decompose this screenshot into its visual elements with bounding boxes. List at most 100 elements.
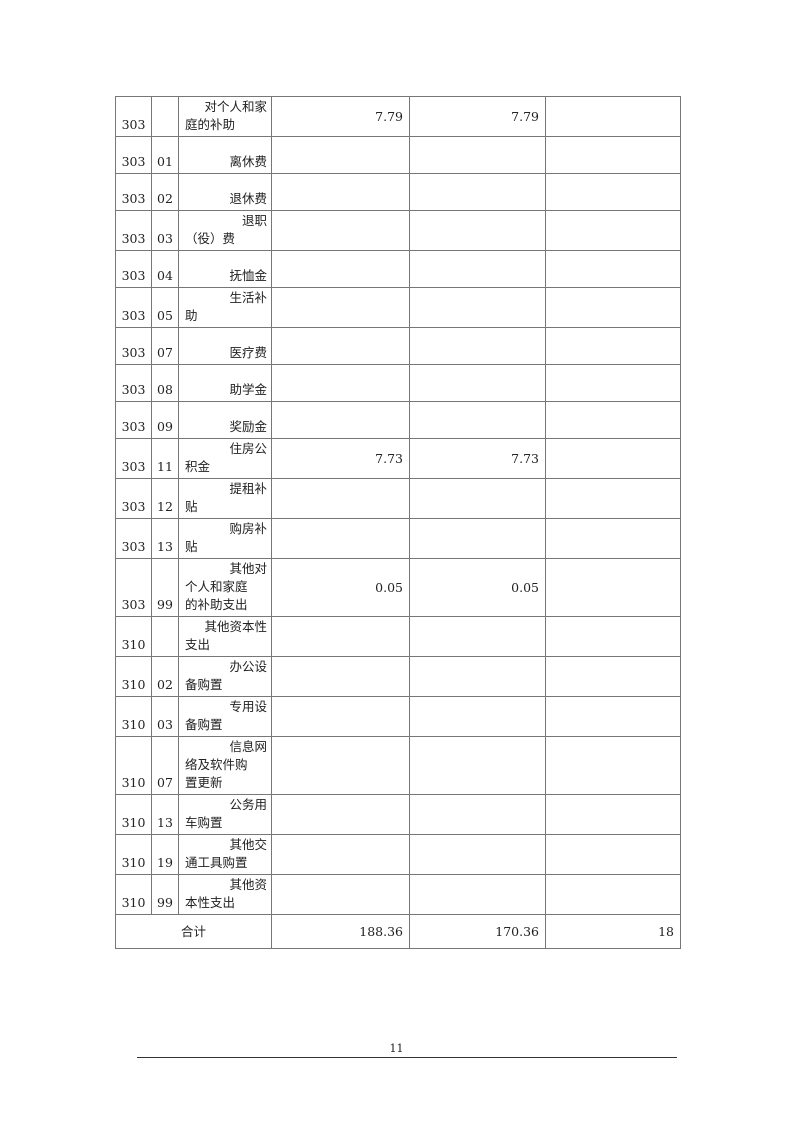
item-name: 退休费 — [178, 173, 272, 211]
total-value: 0.05 — [271, 558, 410, 617]
total-value — [271, 287, 410, 328]
table-row: 303 11 住房公 积金 7.73 7.73 — [115, 438, 681, 479]
category-code: 303 — [115, 401, 152, 439]
table-row: 303 12 提租补贴 — [115, 478, 681, 519]
item-name: 其他对 个人和家庭 的补助支出 — [178, 558, 272, 617]
category-code: 310 — [115, 874, 152, 915]
item-name: 公务用 车购置 — [178, 794, 272, 835]
category-code: 303 — [115, 327, 152, 365]
item-code: 03 — [151, 696, 179, 737]
total-row: 合计 188.36 170.36 18 — [115, 914, 681, 949]
project-value — [545, 478, 681, 519]
basic-value — [409, 834, 546, 875]
item-name-line: 提租补 — [229, 481, 267, 496]
category-code: 303 — [115, 173, 152, 211]
category-code: 303 — [115, 438, 152, 479]
item-name: 抚恤金 — [178, 250, 272, 288]
item-name: 办公设 备购置 — [178, 656, 272, 697]
item-name-line: 其他交 — [229, 837, 267, 852]
item-name-line: 离休费 — [229, 154, 267, 169]
item-name: 信息网 络及软件购 置更新 — [178, 736, 272, 795]
category-code: 310 — [115, 794, 152, 835]
item-name-line: 支出 — [185, 637, 211, 652]
basic-value — [409, 136, 546, 174]
item-code: 07 — [151, 736, 179, 795]
page-number: 11 — [389, 1042, 404, 1055]
basic-value — [409, 794, 546, 835]
total-value — [271, 616, 410, 657]
table-row: 303 07 医疗费 — [115, 327, 681, 365]
item-code: 99 — [151, 558, 179, 617]
item-name-line: 奖励金 — [229, 419, 267, 434]
item-name: 对个人和家庭的补助 — [178, 96, 272, 137]
item-name: 其他资本性支出 — [178, 874, 272, 915]
total-value — [271, 478, 410, 519]
item-name: 专用设 备购置 — [178, 696, 272, 737]
basic-total: 170.36 — [409, 914, 546, 949]
item-name-line: 对个人和家 — [204, 99, 267, 114]
item-code: 02 — [151, 173, 179, 211]
item-name-line: 生活补 — [229, 290, 267, 305]
item-name-line: 专用设 — [229, 699, 267, 714]
item-code: 03 — [151, 210, 179, 251]
category-code: 310 — [115, 834, 152, 875]
item-name-line: 办公设 — [229, 659, 267, 674]
basic-value — [409, 250, 546, 288]
project-value — [545, 558, 681, 617]
project-total: 18 — [545, 914, 681, 949]
item-name-line: 信息网 — [229, 739, 267, 754]
item-name-line: 通工具购置 — [185, 855, 248, 870]
project-value — [545, 874, 681, 915]
item-name: 其他资本性支出 — [178, 616, 272, 657]
item-name-line: 其他资 — [229, 877, 267, 892]
table-row: 310 其他资本性支出 — [115, 616, 681, 657]
item-name-line: 庭的补助 — [185, 117, 236, 132]
category-code: 303 — [115, 210, 152, 251]
total-value: 7.79 — [271, 96, 410, 137]
item-code: 12 — [151, 478, 179, 519]
project-value — [545, 210, 681, 251]
item-name: 提租补贴 — [178, 478, 272, 519]
item-code: 02 — [151, 656, 179, 697]
table-row: 303 01 离休费 — [115, 136, 681, 174]
category-code: 303 — [115, 96, 152, 137]
table-row: 303 04 抚恤金 — [115, 250, 681, 288]
project-value — [545, 173, 681, 211]
project-value — [545, 616, 681, 657]
item-name: 购房补贴 — [178, 518, 272, 559]
table-row: 303 99 其他对 个人和家庭 的补助支出 0.05 0.05 — [115, 558, 681, 617]
item-code — [151, 616, 179, 657]
project-value — [545, 696, 681, 737]
category-code: 310 — [115, 616, 152, 657]
category-code: 303 — [115, 287, 152, 328]
project-value — [545, 364, 681, 402]
item-name-line: 备购置 — [185, 677, 223, 692]
expenditure-table: 303 对个人和家 庭的补助 7.79 7.79 303 01 离休费 303 02 退休费 303 0… — [115, 96, 681, 949]
item-name-line: 的补助支出 — [185, 597, 248, 612]
item-name-line: 其他资本性 — [204, 619, 267, 634]
total-value — [271, 173, 410, 211]
item-name: 助学金 — [178, 364, 272, 402]
total-value — [271, 736, 410, 795]
basic-value — [409, 287, 546, 328]
item-code: 04 — [151, 250, 179, 288]
item-name-line: 个人和家庭 — [185, 579, 248, 594]
basic-value — [409, 696, 546, 737]
item-name: 离休费 — [178, 136, 272, 174]
table-row: 310 19 其他交 通工具购置 — [115, 834, 681, 875]
table-row: 303 对个人和家 庭的补助 7.79 7.79 — [115, 96, 681, 137]
total-value — [271, 834, 410, 875]
item-name-line: 贴 — [185, 539, 198, 554]
item-code: 05 — [151, 287, 179, 328]
basic-value — [409, 518, 546, 559]
item-name-line: 购房补 — [229, 521, 267, 536]
total-value — [271, 210, 410, 251]
total-value — [271, 327, 410, 365]
project-value — [545, 96, 681, 137]
item-name-line: 医疗费 — [229, 345, 267, 360]
category-code: 303 — [115, 558, 152, 617]
item-name-line: （役）费 — [185, 231, 236, 246]
total-value — [271, 874, 410, 915]
item-name-line: 助学金 — [229, 382, 267, 397]
project-value — [545, 287, 681, 328]
